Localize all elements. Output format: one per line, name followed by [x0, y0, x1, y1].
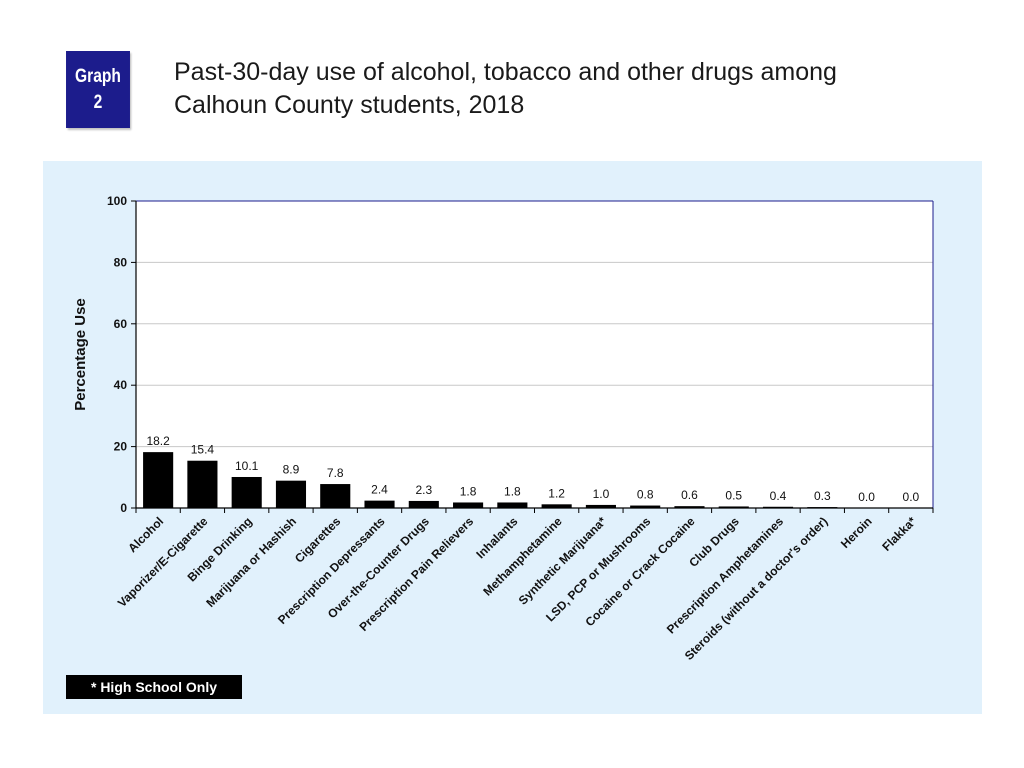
bar-4 [320, 484, 351, 508]
bar-2 [231, 476, 262, 508]
value-label-7: 1.8 [460, 484, 477, 498]
footnote-high-school-only: * High School Only [66, 675, 242, 699]
bar-6 [408, 500, 439, 508]
value-label-8: 1.8 [504, 484, 521, 498]
category-label-9: Methamphetamine [480, 514, 565, 599]
bar-13 [718, 506, 749, 508]
y-tick-label-60: 60 [114, 317, 128, 331]
y-tick-label-40: 40 [114, 378, 128, 392]
bar-5 [364, 500, 395, 508]
bar-11 [630, 505, 661, 508]
bar-9 [541, 504, 572, 508]
category-label-0: Alcohol [125, 514, 166, 555]
bar-12 [674, 506, 705, 508]
value-label-13: 0.5 [725, 488, 742, 502]
graph-badge: Graph 2 [66, 51, 130, 128]
bar-8 [497, 502, 528, 508]
value-label-9: 1.2 [548, 486, 565, 500]
y-tick-label-80: 80 [114, 255, 128, 269]
value-label-11: 0.8 [637, 488, 654, 502]
value-label-5: 2.4 [371, 483, 388, 497]
category-label-16: Heroin [838, 514, 875, 551]
value-label-1: 15.4 [191, 443, 215, 457]
category-label-3: Marijuana or Hashish [203, 514, 299, 610]
graph-badge-number: 2 [93, 91, 103, 113]
value-label-0: 18.2 [146, 434, 170, 448]
value-label-10: 1.0 [593, 487, 610, 501]
graph-badge-label: Graph [75, 65, 121, 87]
value-label-2: 10.1 [235, 459, 259, 473]
value-label-12: 0.6 [681, 488, 698, 502]
value-label-17: 0.0 [903, 490, 920, 504]
chart-panel: 0 20 40 60 80 100 18.2 Alcohol 15.4 Vaporizer/E-C… [43, 161, 982, 714]
category-label-10: Synthetic Marijuana* [516, 514, 610, 608]
slide-title: Past-30-day use of alcohol, tobacco and … [174, 58, 837, 119]
bar-0 [143, 452, 174, 508]
value-label-4: 7.8 [327, 466, 344, 480]
value-label-15: 0.3 [814, 489, 831, 503]
value-label-16: 0.0 [858, 490, 875, 504]
value-label-14: 0.4 [770, 489, 787, 503]
y-tick-label-20: 20 [114, 440, 128, 454]
bar-chart: 02040608010018.2Alcohol15.4Vaporizer/E-C… [72, 194, 934, 663]
y-tick-label-0: 0 [120, 501, 127, 515]
value-label-6: 2.3 [415, 483, 432, 497]
value-label-3: 8.9 [283, 463, 300, 477]
y-tick-label-100: 100 [107, 194, 127, 208]
bar-7 [453, 502, 484, 508]
bar-14 [762, 506, 794, 508]
category-label-17: Flakka* [879, 514, 919, 554]
bar-10 [585, 504, 616, 508]
y-axis-title: Percentage Use [72, 298, 89, 411]
plot-area [136, 201, 933, 508]
bar-1 [187, 460, 218, 508]
bar-3 [275, 480, 307, 508]
